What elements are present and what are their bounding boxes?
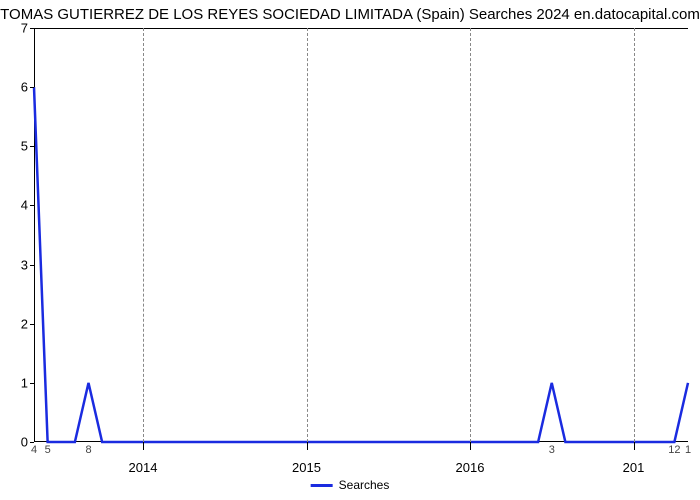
x-minor-label: 5 bbox=[45, 444, 51, 456]
x-major-label: 2014 bbox=[129, 460, 158, 475]
x-minor-label: 8 bbox=[85, 444, 91, 456]
y-tick-label: 4 bbox=[4, 198, 28, 213]
y-tick-label: 0 bbox=[4, 435, 28, 450]
y-tick-label: 1 bbox=[4, 375, 28, 390]
x-gridline bbox=[634, 28, 635, 442]
x-tick-mark bbox=[470, 442, 471, 450]
x-tick-mark bbox=[634, 442, 635, 450]
y-tick-label: 5 bbox=[4, 139, 28, 154]
y-tick-mark bbox=[30, 205, 34, 206]
x-gridline bbox=[470, 28, 471, 442]
x-major-label: 2015 bbox=[292, 460, 321, 475]
y-tick-mark bbox=[30, 87, 34, 88]
y-tick-label: 7 bbox=[4, 21, 28, 36]
line-series bbox=[34, 28, 688, 442]
y-tick-label: 6 bbox=[4, 80, 28, 95]
x-major-label: 201 bbox=[623, 460, 645, 475]
x-tick-mark bbox=[307, 442, 308, 450]
x-minor-label: 4 bbox=[31, 444, 37, 456]
x-minor-label: 12 bbox=[668, 444, 680, 456]
x-tick-mark bbox=[143, 442, 144, 450]
y-tick-mark bbox=[30, 324, 34, 325]
y-tick-mark bbox=[30, 442, 34, 443]
y-tick-mark bbox=[30, 265, 34, 266]
legend-swatch bbox=[311, 484, 333, 487]
x-gridline bbox=[307, 28, 308, 442]
y-tick-label: 2 bbox=[4, 316, 28, 331]
y-tick-mark bbox=[30, 146, 34, 147]
x-minor-label: 3 bbox=[549, 444, 555, 456]
legend-label: Searches bbox=[339, 478, 390, 492]
x-gridline bbox=[143, 28, 144, 442]
x-major-label: 2016 bbox=[456, 460, 485, 475]
chart-container: { "chart": { "type": "line", "title": "T… bbox=[0, 0, 700, 500]
y-tick-mark bbox=[30, 28, 34, 29]
y-tick-mark bbox=[30, 383, 34, 384]
y-tick-label: 3 bbox=[4, 257, 28, 272]
chart-title: TOMAS GUTIERREZ DE LOS REYES SOCIEDAD LI… bbox=[0, 6, 700, 23]
x-minor-label: 1 bbox=[685, 444, 691, 456]
legend: Searches bbox=[311, 478, 390, 492]
